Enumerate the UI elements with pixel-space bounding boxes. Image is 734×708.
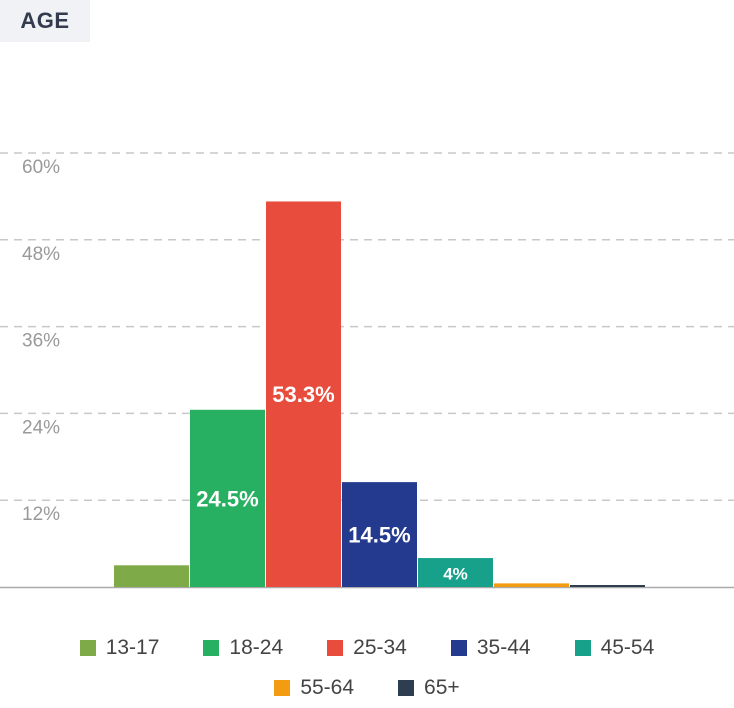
y-tick-label: 48% xyxy=(22,244,60,265)
legend-item-18-24: 18-24 xyxy=(203,636,283,660)
bar-25-34 xyxy=(266,201,341,588)
legend-swatch xyxy=(203,640,220,656)
chart-title: AGE xyxy=(20,8,70,33)
legend-item-13-17: 13-17 xyxy=(79,636,160,660)
data-label-18-24: 24.5% xyxy=(196,486,258,511)
legend-item-25-34: 25-34 xyxy=(327,636,407,660)
legend-label: 18-24 xyxy=(229,636,284,659)
legend-item-65+: 65+ xyxy=(398,676,460,700)
y-tick-label: 24% xyxy=(22,417,60,438)
y-tick-label: 36% xyxy=(22,331,60,352)
chart-title-tab: AGE xyxy=(0,0,90,42)
legend: 13-17 18-24 25-34 35-44 45-54 55-64 65+ xyxy=(0,628,734,708)
legend-swatch xyxy=(327,640,344,656)
legend-row: 55-64 65+ xyxy=(0,668,734,708)
legend-item-45-54: 45-54 xyxy=(574,636,655,660)
legend-swatch xyxy=(450,640,467,656)
legend-label: 13-17 xyxy=(105,636,160,659)
legend-label: 65+ xyxy=(424,676,460,699)
y-tick-label: 12% xyxy=(22,504,60,525)
data-label-25-34: 53.3% xyxy=(272,382,334,407)
legend-label: 45-54 xyxy=(600,636,655,659)
bar-13-17 xyxy=(114,565,189,587)
legend-swatch xyxy=(274,680,291,696)
legend-swatch xyxy=(79,640,96,656)
data-label-35-44: 14.5% xyxy=(348,523,410,548)
data-label-45-54: 4% xyxy=(443,565,468,584)
bar-45-54 xyxy=(418,558,493,587)
bar-chart: 12% 24% 36% 48% 60% 24.5% 53.3% 14.5% 4% xyxy=(0,152,734,589)
legend-label: 35-44 xyxy=(476,636,531,659)
bar-55-64 xyxy=(494,583,569,587)
legend-label: 25-34 xyxy=(353,636,407,659)
bar-35-44 xyxy=(342,482,417,587)
y-tick-label: 60% xyxy=(22,157,60,178)
legend-label: 55-64 xyxy=(300,676,355,699)
legend-item-35-44: 35-44 xyxy=(450,636,531,660)
legend-item-55-64: 55-64 xyxy=(274,676,354,700)
bar-65+ xyxy=(570,585,645,587)
legend-row: 13-17 18-24 25-34 35-44 45-54 xyxy=(0,628,734,668)
legend-swatch xyxy=(398,680,415,696)
legend-swatch xyxy=(574,640,591,656)
bar-18-24 xyxy=(190,409,265,587)
